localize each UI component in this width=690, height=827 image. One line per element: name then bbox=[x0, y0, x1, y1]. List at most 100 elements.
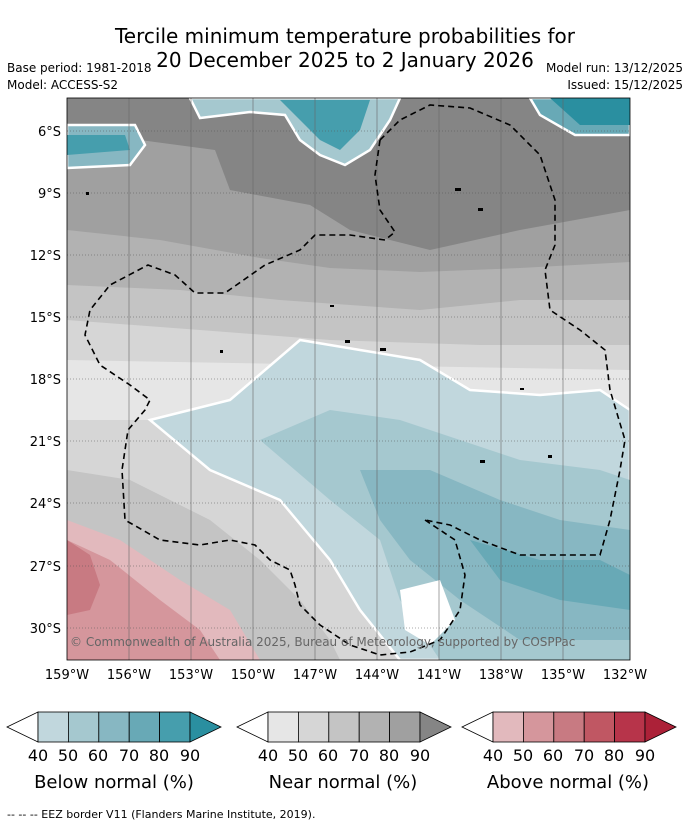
lat-label: 12°S bbox=[30, 249, 61, 264]
colorbar-swatch bbox=[553, 711, 585, 743]
map-field bbox=[67, 98, 630, 660]
colorbar-label: Below normal (%) bbox=[34, 772, 194, 793]
lat-label: 18°S bbox=[30, 373, 61, 388]
colorbar-tick: 40 bbox=[483, 746, 503, 765]
below-normal-patch-northeast-core bbox=[550, 98, 630, 125]
colorbar-swatch bbox=[389, 711, 421, 743]
base-period: Base period: 1981-2018 bbox=[7, 61, 152, 75]
colorbar-tick: 40 bbox=[28, 746, 48, 765]
colorbar-swatch bbox=[614, 711, 646, 743]
title-line-2: 20 December 2025 to 2 January 2026 bbox=[156, 48, 534, 72]
title-line-1: Tercile minimum temperature probabilitie… bbox=[114, 24, 576, 48]
lon-label: 153°W bbox=[169, 668, 213, 683]
lat-label: 24°S bbox=[30, 497, 61, 512]
colorbar-tick: 60 bbox=[543, 746, 563, 765]
colorbar-swatch bbox=[68, 711, 100, 743]
colorbar-swatch bbox=[328, 711, 360, 743]
colorbar-label: Near normal (%) bbox=[269, 772, 418, 793]
meta-left: Base period: 1981-2018 Model: ACCESS-S2 bbox=[7, 60, 152, 94]
colorbar-swatch bbox=[297, 711, 330, 743]
colorbar-max-arrow bbox=[644, 711, 677, 743]
colorbar-below-normal: 40 50 60 70 80 90 Below normal (%) bbox=[6, 711, 222, 793]
eez-footer-note: -- -- -- EEZ border V11 (Flanders Marine… bbox=[7, 808, 316, 821]
lat-label: 6°S bbox=[38, 125, 61, 140]
colorbar-swatch bbox=[128, 711, 160, 743]
colorbar-tick: 50 bbox=[288, 746, 308, 765]
colorbar-swatch bbox=[583, 711, 616, 743]
island bbox=[520, 388, 524, 390]
colorbar-tick: 40 bbox=[258, 746, 278, 765]
lat-label: 27°S bbox=[30, 560, 61, 575]
eez-border-east bbox=[379, 104, 626, 556]
below-normal-region-70 bbox=[470, 540, 630, 610]
colorbar-tick: 90 bbox=[410, 746, 430, 765]
below-normal-patch-northwest-core bbox=[67, 135, 130, 155]
island bbox=[480, 460, 485, 463]
above-normal-region-50 bbox=[67, 540, 220, 660]
colorbar-tick: 90 bbox=[635, 746, 655, 765]
eez-borders bbox=[84, 104, 626, 656]
colorbar-swatch bbox=[358, 711, 391, 743]
meta-right: Model run: 13/12/2025 Issued: 15/12/2025 bbox=[546, 60, 683, 94]
colorbar-near-normal: 40 50 60 70 80 90 Near normal (%) bbox=[236, 711, 452, 793]
chart-title: Tercile minimum temperature probabilitie… bbox=[0, 24, 690, 72]
island bbox=[330, 305, 334, 307]
lon-label: 132°W bbox=[603, 668, 647, 683]
colorbar-tick: 90 bbox=[180, 746, 200, 765]
colorbar-tick: 50 bbox=[58, 746, 78, 765]
lon-label: 150°W bbox=[231, 668, 275, 683]
above-normal-region-60 bbox=[67, 540, 100, 615]
colorbar-tick: 70 bbox=[574, 746, 594, 765]
colorbar-min-arrow bbox=[6, 711, 39, 743]
copyright-note: © Commonwealth of Australia 2025, Bureau… bbox=[70, 635, 575, 649]
lon-label: 156°W bbox=[107, 668, 151, 683]
lon-label: 135°W bbox=[541, 668, 585, 683]
colorbar-max-arrow bbox=[419, 711, 452, 743]
lon-label: 138°W bbox=[479, 668, 523, 683]
model-run: Model run: 13/12/2025 bbox=[545, 61, 683, 75]
model-name: Model: ACCESS-S2 bbox=[7, 78, 119, 92]
colorbar-tick: 60 bbox=[88, 746, 108, 765]
issued-date: Issued: 15/12/2025 bbox=[567, 78, 683, 92]
colorbar-swatch bbox=[267, 711, 299, 743]
island bbox=[220, 350, 223, 353]
latitude-gridlines bbox=[67, 130, 630, 629]
below-normal-patch-north-core bbox=[280, 100, 370, 150]
eez-border-west bbox=[84, 139, 466, 656]
lon-label: 144°W bbox=[355, 668, 399, 683]
map-frame bbox=[66, 97, 631, 661]
island bbox=[345, 340, 350, 343]
lat-label: 9°S bbox=[38, 187, 61, 202]
lon-label: 141°W bbox=[417, 668, 461, 683]
colorbar-swatch bbox=[98, 711, 130, 743]
colorbar-tick: 50 bbox=[513, 746, 533, 765]
colorbar-tick: 70 bbox=[119, 746, 139, 765]
lat-label: 30°S bbox=[30, 622, 61, 637]
lon-label: 147°W bbox=[293, 668, 337, 683]
colorbar-max-arrow bbox=[189, 711, 222, 743]
colorbar-tick: 80 bbox=[149, 746, 169, 765]
near-normal-patch bbox=[400, 580, 455, 645]
colorbar-swatch bbox=[159, 711, 191, 743]
lon-label: 159°W bbox=[45, 668, 89, 683]
colorbar-swatch bbox=[37, 711, 69, 743]
island bbox=[548, 455, 552, 458]
longitude-labels: 159°W 156°W 153°W 150°W 147°W 144°W 141°… bbox=[45, 668, 647, 683]
colorbar-label: Above normal (%) bbox=[487, 772, 649, 793]
islands bbox=[86, 188, 552, 463]
island bbox=[455, 188, 461, 191]
colorbar-swatch bbox=[523, 711, 555, 743]
colorbar-tick: 80 bbox=[604, 746, 624, 765]
colorbar-tick: 80 bbox=[379, 746, 399, 765]
island bbox=[380, 348, 386, 351]
island bbox=[478, 208, 483, 211]
lat-label: 21°S bbox=[30, 435, 61, 450]
colorbar-tick: 70 bbox=[349, 746, 369, 765]
lat-label: 15°S bbox=[30, 311, 61, 326]
colorbar-above-normal: 40 50 60 70 80 90 Above normal (%) bbox=[461, 711, 677, 793]
colorbar-min-arrow bbox=[461, 711, 494, 743]
island bbox=[86, 192, 89, 195]
colorbar-tick: 60 bbox=[318, 746, 338, 765]
colorbar-legends: 40 50 60 70 80 90 Below normal (%) 40 50… bbox=[6, 711, 677, 793]
